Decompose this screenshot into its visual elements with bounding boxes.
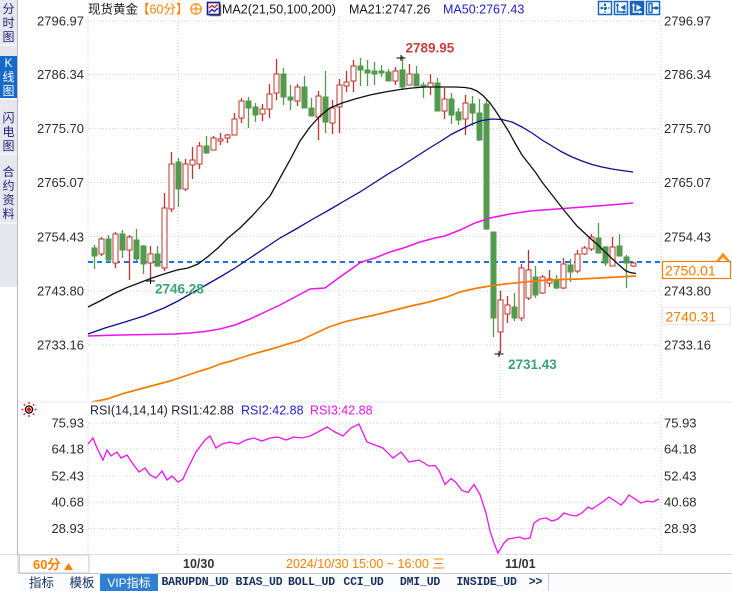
svg-text:2796.97: 2796.97 [37,14,84,29]
svg-text:MA50:2767.43: MA50:2767.43 [443,3,524,17]
svg-text:64.18: 64.18 [51,442,84,457]
svg-text:75.93: 75.93 [51,416,84,431]
svg-text:52.43: 52.43 [664,469,697,484]
svg-text:40.68: 40.68 [51,495,84,510]
svg-text:【60分】: 【60分】 [137,3,188,17]
svg-text:64.18: 64.18 [664,442,697,457]
svg-text:现货黄金: 现货黄金 [88,2,139,17]
svg-text:28.93: 28.93 [664,521,697,536]
svg-text:52.43: 52.43 [51,469,84,484]
svg-text:2754.43: 2754.43 [664,230,711,245]
svg-text:2765.07: 2765.07 [37,175,84,190]
svg-text:2750.01: 2750.01 [665,263,716,279]
svg-text:2733.16: 2733.16 [37,338,84,353]
svg-text:75.93: 75.93 [664,416,697,431]
svg-text:28.93: 28.93 [51,521,84,536]
svg-text:40.68: 40.68 [664,495,697,510]
svg-text:RSI2:42.88: RSI2:42.88 [241,404,304,418]
svg-text:2789.95: 2789.95 [406,41,455,56]
svg-text:2024/10/30 15:00 ~ 16:00 三: 2024/10/30 15:00 ~ 16:00 三 [286,557,445,571]
svg-text:2754.43: 2754.43 [37,230,84,245]
svg-text:2786.34: 2786.34 [37,67,84,82]
svg-text:2743.80: 2743.80 [37,284,84,299]
svg-text:2796.97: 2796.97 [664,14,711,29]
svg-text:2746.28: 2746.28 [155,282,204,297]
svg-text:2786.34: 2786.34 [664,67,711,82]
svg-text:2775.70: 2775.70 [664,121,711,136]
svg-text:2731.43: 2731.43 [508,357,557,372]
svg-text:2765.07: 2765.07 [664,175,711,190]
svg-text:2743.80: 2743.80 [664,284,711,299]
svg-text:RSI(14,14,14) RSI1:42.88: RSI(14,14,14) RSI1:42.88 [90,404,234,418]
svg-text:2740.31: 2740.31 [666,309,717,325]
svg-text:60分: 60分 [33,557,60,572]
svg-text:11/01: 11/01 [505,557,536,571]
svg-text:10/30: 10/30 [183,557,214,571]
svg-text:RSI3:42.88: RSI3:42.88 [310,404,373,418]
svg-text:2733.16: 2733.16 [664,338,711,353]
svg-text:2775.70: 2775.70 [37,121,84,136]
svg-text:MA21:2747.26: MA21:2747.26 [349,3,430,17]
svg-text:MA2(21,50,100,200): MA2(21,50,100,200) [222,3,336,17]
